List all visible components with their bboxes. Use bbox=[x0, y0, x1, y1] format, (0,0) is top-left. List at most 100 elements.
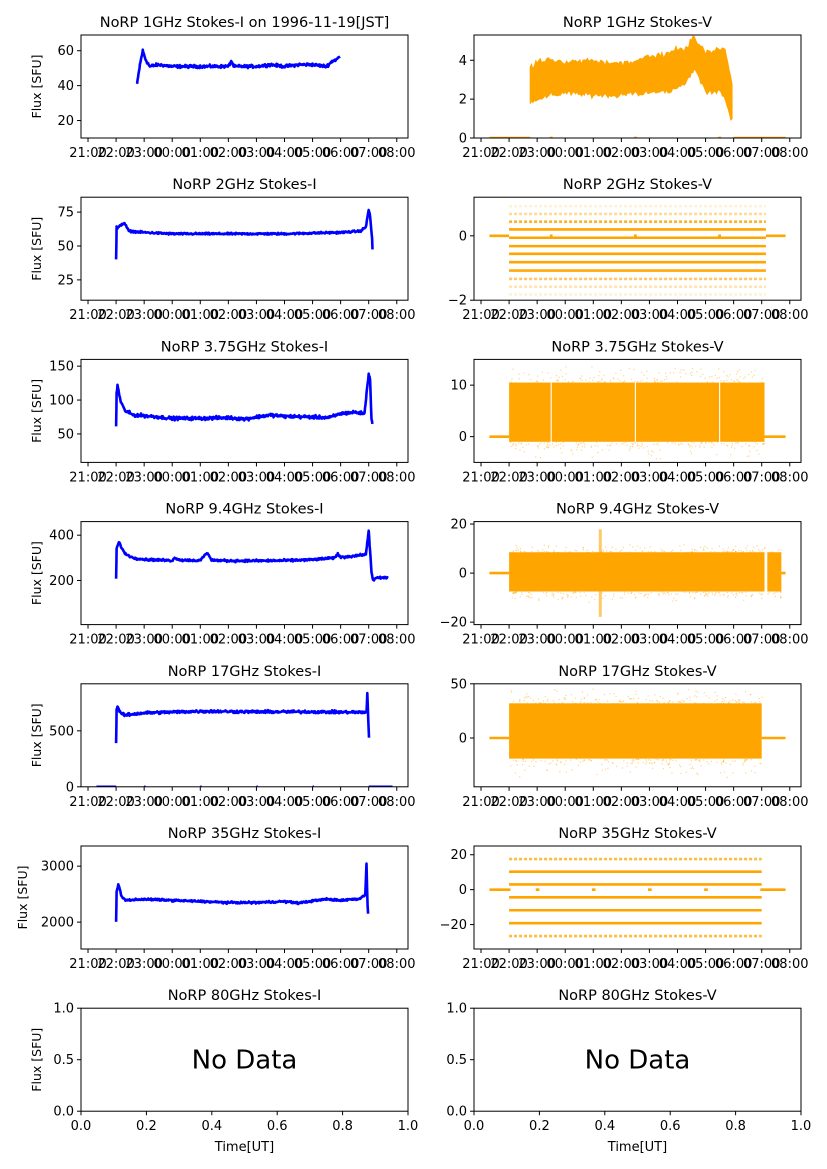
series-point bbox=[601, 769, 603, 771]
x-tick-label: 01:00 bbox=[182, 470, 219, 485]
series-point bbox=[652, 451, 654, 453]
series-point bbox=[679, 371, 681, 373]
series-point bbox=[513, 592, 515, 594]
series-point bbox=[629, 447, 631, 449]
series-point bbox=[647, 551, 649, 553]
x-tick-label: 21:00 bbox=[69, 633, 106, 648]
series-point bbox=[599, 702, 601, 704]
series-point bbox=[694, 551, 696, 553]
series-point bbox=[736, 379, 738, 381]
series-point bbox=[668, 762, 671, 764]
series-point bbox=[687, 443, 689, 445]
series-point bbox=[557, 598, 559, 601]
series-point bbox=[561, 703, 563, 705]
series-point bbox=[735, 551, 737, 553]
series-point bbox=[732, 760, 734, 762]
series-point bbox=[574, 549, 576, 552]
series-point bbox=[544, 703, 547, 705]
subplot-17ghz-v: NoRP 17GHz Stokes-V 0 50 21:0022:0023:0000:… bbox=[450, 664, 808, 810]
no-data-annotation: No Data bbox=[192, 1046, 298, 1076]
series-point bbox=[576, 449, 578, 451]
series-point bbox=[548, 763, 550, 765]
series-point bbox=[558, 376, 560, 378]
series-point bbox=[716, 695, 718, 697]
series-point bbox=[591, 550, 594, 552]
series-point bbox=[519, 699, 521, 701]
series-point bbox=[670, 758, 672, 761]
x-tick-label: 02:00 bbox=[603, 308, 640, 323]
series-point bbox=[659, 696, 661, 698]
series-point bbox=[588, 380, 590, 382]
series-point bbox=[735, 442, 737, 444]
series-point bbox=[628, 367, 631, 370]
series-point bbox=[575, 591, 577, 593]
series-point bbox=[673, 441, 675, 444]
data-layer bbox=[114, 862, 370, 922]
x-tick-label: 21:00 bbox=[69, 470, 106, 485]
series-point bbox=[780, 596, 782, 598]
series-point bbox=[615, 695, 617, 698]
series-point bbox=[644, 547, 646, 549]
subplot-title: NoRP 3.75GHz Stokes-V bbox=[551, 339, 723, 355]
series-point bbox=[645, 763, 647, 765]
series-point bbox=[688, 592, 691, 594]
axes-frame bbox=[80, 196, 409, 301]
series-point bbox=[705, 593, 707, 595]
series-point bbox=[727, 552, 729, 554]
series-point bbox=[517, 549, 519, 551]
series-point bbox=[548, 545, 550, 547]
series-point bbox=[776, 591, 778, 593]
series-point bbox=[668, 702, 670, 704]
series-point bbox=[519, 776, 521, 778]
series-point bbox=[636, 545, 639, 547]
series-point bbox=[739, 699, 741, 701]
series-point bbox=[609, 692, 611, 695]
series-point bbox=[633, 593, 636, 596]
series-point bbox=[637, 762, 639, 764]
subplot-title: NoRP 2GHz Stokes-V bbox=[563, 177, 712, 193]
series-point bbox=[683, 591, 685, 593]
y-tick-label: −20 bbox=[440, 616, 467, 631]
series-point bbox=[629, 552, 632, 554]
series-point bbox=[662, 768, 664, 770]
series-point bbox=[612, 377, 614, 379]
series-point bbox=[705, 442, 707, 444]
series-point bbox=[723, 702, 725, 704]
series-point bbox=[569, 552, 572, 554]
y-tick-label: 60 bbox=[57, 44, 74, 59]
series-point bbox=[557, 552, 559, 554]
x-tick-label: 1.0 bbox=[398, 1119, 419, 1134]
x-tick-label: 02:00 bbox=[210, 795, 247, 810]
series-point bbox=[531, 597, 533, 599]
y-tick-label: 0 bbox=[459, 567, 467, 582]
series-point bbox=[720, 442, 723, 444]
series-point bbox=[702, 373, 704, 376]
series-point bbox=[547, 551, 549, 553]
series-point bbox=[629, 544, 631, 546]
series-point bbox=[722, 381, 724, 383]
x-tick-label: 0.4 bbox=[594, 1119, 615, 1134]
series-point bbox=[656, 379, 659, 381]
series-point bbox=[692, 591, 694, 594]
series-point bbox=[704, 591, 707, 593]
series-point bbox=[631, 442, 633, 445]
series-point bbox=[556, 379, 558, 382]
series-point bbox=[525, 696, 527, 698]
series-point bbox=[736, 701, 738, 703]
series-point bbox=[716, 441, 719, 444]
series-point bbox=[613, 693, 615, 695]
series-point bbox=[696, 371, 698, 373]
x-tick-label: 01:00 bbox=[575, 633, 612, 648]
series-point bbox=[528, 596, 530, 598]
series-point bbox=[690, 551, 692, 553]
series-point bbox=[667, 592, 669, 594]
series-point bbox=[653, 377, 656, 379]
y-tick-label: 50 bbox=[450, 677, 467, 692]
series-point bbox=[546, 446, 548, 448]
series-point bbox=[537, 698, 539, 700]
x-tick-label: 01:00 bbox=[575, 308, 612, 323]
series-point bbox=[750, 551, 752, 553]
series-point bbox=[537, 375, 539, 377]
x-tick-label: 01:00 bbox=[575, 470, 612, 485]
series-point bbox=[654, 551, 656, 553]
